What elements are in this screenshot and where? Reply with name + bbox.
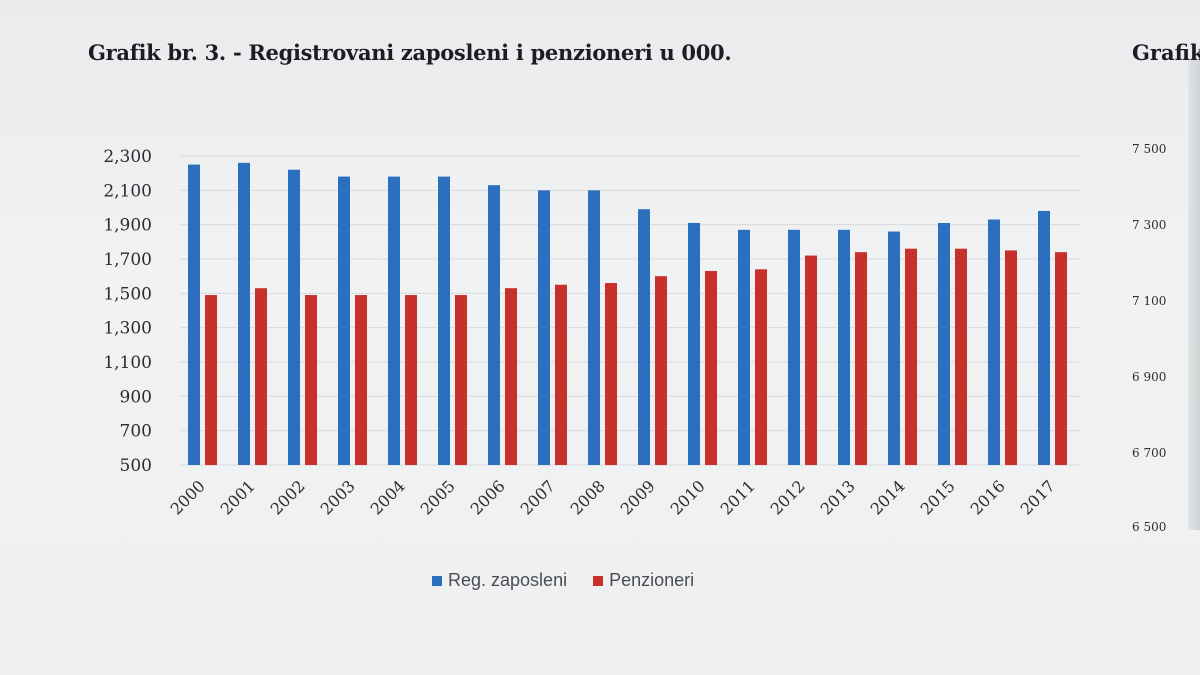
bar-reg-zaposleni [238,162,250,465]
page-right-edge [1188,60,1200,530]
bar-penzioneri [705,271,717,465]
right-axis-tick: 6 900 [1132,370,1167,384]
legend-swatch-reg-zaposleni [432,575,442,586]
bar-penzioneri [855,252,867,465]
x-tick-label: 2014 [867,476,909,518]
bar-penzioneri [755,269,767,465]
bar-penzioneri [955,248,967,465]
bar-reg-zaposleni [338,176,350,465]
x-tick-label: 2012 [767,476,809,518]
x-tick-label: 2004 [367,476,409,518]
x-tick-label: 2016 [967,476,1009,518]
x-tick-label: 2017 [1017,476,1059,518]
right-axis-tick: 7 300 [1132,218,1167,232]
y-tick-label: 2,300 [103,147,152,167]
x-tick-label: 2015 [917,476,959,518]
x-tick-label: 2010 [667,476,709,518]
x-tick-label: 2003 [317,476,359,518]
bar-reg-zaposleni [388,176,400,465]
bar-reg-zaposleni [988,219,1000,465]
y-tick-label: 500 [120,456,152,476]
bar-reg-zaposleni [888,231,900,465]
x-tick-label: 2013 [817,476,859,518]
y-tick-label: 1,700 [103,250,152,270]
x-tick-label: 2002 [267,476,309,518]
bar-penzioneri [205,295,217,465]
legend-label-penzioneri: Penzioneri [609,570,695,590]
y-tick-label: 1,500 [103,284,152,304]
bar-penzioneri [455,295,467,465]
bar-reg-zaposleni [538,190,550,466]
bar-penzioneri [655,276,667,465]
bar-penzioneri [305,295,317,465]
x-tick-label: 2005 [417,476,459,518]
x-tick-label: 2006 [467,476,509,518]
bar-reg-zaposleni [588,190,600,466]
bar-reg-zaposleni [738,229,750,465]
bar-reg-zaposleni [688,222,700,465]
legend-item-reg-zaposleni: Reg. zaposleni [432,570,567,591]
bar-reg-zaposleni [788,229,800,465]
right-axis-tick: 7 100 [1132,294,1167,308]
bar-penzioneri [605,283,617,465]
legend-item-penzioneri: Penzioneri [593,570,694,591]
bar-penzioneri [255,288,267,465]
x-tick-label: 2001 [217,476,259,518]
x-tick-label: 2000 [167,476,209,518]
bar-penzioneri [405,295,417,465]
chart-title: Grafik br. 3. - Registrovani zaposleni i… [88,40,732,65]
bar-reg-zaposleni [1038,210,1050,465]
bar-reg-zaposleni [938,222,950,465]
y-tick-label: 900 [120,387,152,407]
bar-reg-zaposleni [188,164,200,466]
x-tick-label: 2011 [717,476,759,518]
bar-reg-zaposleni [838,229,850,465]
bar-penzioneri [1055,252,1067,465]
right-axis-tick: 6 700 [1132,446,1167,460]
x-tick-label: 2007 [517,476,559,518]
y-tick-label: 2,100 [103,181,152,201]
legend-label-reg-zaposleni: Reg. zaposleni [448,570,568,590]
bar-penzioneri [1005,250,1017,465]
bar-penzioneri [505,288,517,465]
bar-reg-zaposleni [638,209,650,465]
x-tick-label: 2008 [567,476,609,518]
y-tick-label: 1,900 [103,216,152,236]
x-tick-label: 2009 [617,476,659,518]
y-tick-label: 1,300 [103,319,152,339]
bar-reg-zaposleni [438,176,450,465]
bar-penzioneri [905,248,917,465]
bar-reg-zaposleni [488,185,500,465]
bar-penzioneri [805,255,817,465]
legend-swatch-penzioneri [593,575,604,586]
chart-legend: Reg. zaposleni Penzioneri [432,570,720,591]
right-axis-tick: 7 500 [1132,142,1167,156]
bar-penzioneri [355,295,367,465]
y-tick-label: 1,100 [103,353,152,373]
bar-reg-zaposleni [288,169,300,465]
right-axis-tick: 6 500 [1132,520,1167,534]
y-tick-label: 700 [120,422,152,442]
bar-penzioneri [555,284,567,465]
